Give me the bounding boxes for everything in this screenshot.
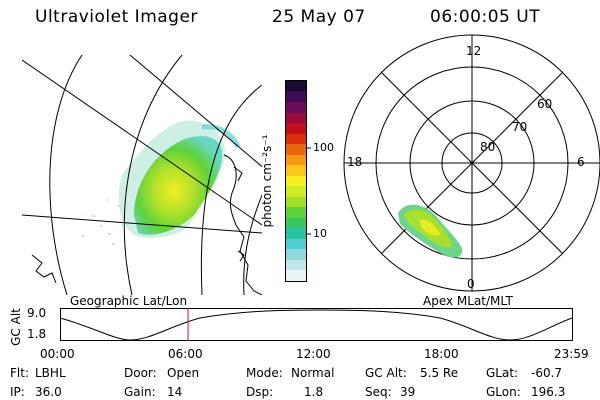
altitude-ytick-low: 1.8 [27,327,47,341]
status-gain-key: Gain: [124,385,156,399]
colorbar-swatch [286,259,306,271]
altitude-xtick-1200: 12:00 [296,347,331,361]
mlat-label-80: 80 [480,140,496,154]
status-seq-key: Seq: [365,385,392,399]
mlt-label-6: 6 [577,155,585,169]
status-glat-value: -60.7 [531,366,563,380]
image-time: 06:00:05 UT [430,7,541,27]
colorbar-axis [307,147,311,235]
status-ip-value: 36.0 [35,385,62,399]
status-mode-value: Normal [291,366,335,380]
status-filter-value: LBHL [35,366,66,380]
altitude-ytick-high: 9.0 [27,306,47,320]
colorbar-swatch [286,133,306,145]
altitude-ylabel: GC Alt [9,308,23,346]
aurora-emission [118,120,241,238]
mlat-label-60: 60 [537,97,553,111]
colorbar [285,80,307,282]
geographic-auroral-image [22,55,262,295]
status-seq-value: 39 [400,385,416,399]
altitude-xtick-1800: 18:00 [424,347,459,361]
colorbar-swatch [286,217,306,229]
colorbar-swatch [286,238,306,250]
colorbar-swatch [286,101,306,113]
status-ip-key: IP: [10,385,25,399]
mlt-label-12: 12 [466,44,482,58]
altitude-curve [59,309,573,341]
altitude-plot [59,308,573,341]
instrument-title: Ultraviolet Imager [35,7,198,27]
colorbar-swatch [286,91,306,102]
aurora-oval-mag [398,204,463,258]
status-glat-key: GLat: [486,366,519,380]
magnetic-projection-label: Apex MLat/MLT [423,294,513,308]
colorbar-swatch [286,249,306,260]
status-glon-key: GLon: [486,385,521,399]
colorbar-swatch [286,154,306,166]
altitude-xtick-2359: 23:59 [554,347,589,361]
coastline [31,154,262,295]
colorbar-swatch [286,165,306,176]
colorbar-swatch [286,123,306,134]
colorbar-swatch [286,196,306,208]
status-mode-key: Mode: [246,366,283,380]
mlat-label-70: 70 [512,120,528,134]
altitude-xtick-0600: 06:00 [168,347,203,361]
colorbar-unit-label: photon cm⁻²s⁻¹ [260,134,274,228]
geographic-projection-label: Geographic Lat/Lon [70,294,188,308]
colorbar-swatch [286,144,306,155]
status-glon-value: 196.3 [531,385,566,399]
colorbar-tick-100: 100 [313,141,334,154]
colorbar-tick-10: 10 [313,227,327,240]
status-door-value: Open [167,366,200,380]
lat-lon-grid [22,55,262,295]
status-gc-alt-key: GC Alt: [365,366,407,380]
mlt-label-18: 18 [347,155,363,169]
noise-speckle [82,199,124,245]
status-door-key: Door: [124,366,157,380]
altitude-xtick-0000: 00:00 [40,347,75,361]
colorbar-swatch [286,270,306,281]
mlt-label-0: 0 [467,277,475,291]
status-dsp-key: Dsp: [246,385,274,399]
colorbar-swatch [286,228,306,239]
colorbar-swatch [286,175,306,187]
colorbar-swatch [286,80,306,92]
status-filter-key: Flt: [10,366,29,380]
colorbar-swatch [286,207,306,218]
colorbar-swatch [286,186,306,197]
magnetic-polar-plot [343,34,600,292]
colorbar-swatch [286,112,306,124]
status-dsp-value: 1.8 [304,385,324,399]
image-date: 25 May 07 [272,7,366,27]
status-gc-alt-value: 5.5 Re [420,366,459,380]
status-gain-value: 14 [167,385,183,399]
